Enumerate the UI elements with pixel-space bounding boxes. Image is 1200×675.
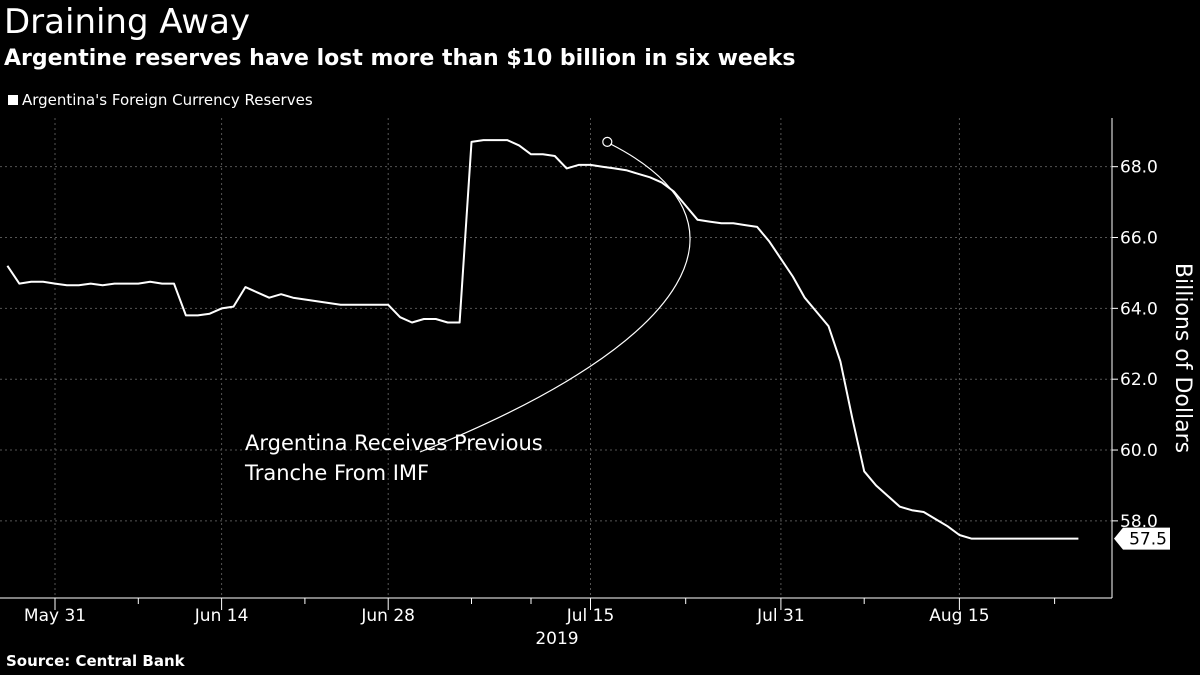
legend: Argentina's Foreign Currency Reserves xyxy=(8,91,313,109)
x-tick-label: Aug 15 xyxy=(929,606,989,626)
source-note: Source: Central Bank xyxy=(6,652,185,670)
series-line-reserves xyxy=(6,139,1079,540)
y-tick-label: 60.0 xyxy=(1120,441,1158,461)
annotation-text-line: Tranche From IMF xyxy=(244,461,429,485)
y-tick-label: 66.0 xyxy=(1120,229,1158,249)
annotation-layer: Argentina Receives Previous Tranche From … xyxy=(244,136,691,485)
y-tick-label: 68.0 xyxy=(1120,158,1158,178)
x-tick-label: Jun 28 xyxy=(360,606,415,626)
x-year-label: 2019 xyxy=(535,629,578,649)
last-value-callout xyxy=(1114,527,1170,550)
chart-subtitle: Argentine reserves have lost more than $… xyxy=(4,46,796,71)
annotation-text-line: Argentina Receives Previous xyxy=(245,431,543,455)
y-axis-label: Billions of Dollars xyxy=(1170,263,1195,453)
x-tick-label: Jul 15 xyxy=(566,606,615,626)
annotation-leader xyxy=(419,143,691,453)
annotation-marker xyxy=(602,136,613,147)
series-layer xyxy=(6,139,1079,540)
chart-title: Draining Away xyxy=(4,2,251,42)
legend-label: Argentina's Foreign Currency Reserves xyxy=(22,91,313,109)
axis-layer: 58.0 60.0 62.0 64.0 66.0 68.0 May 31 Jun 14 Jun … xyxy=(0,118,1170,626)
grid-layer xyxy=(0,118,1112,598)
legend-swatch xyxy=(8,95,18,105)
x-tick-label: Jul 31 xyxy=(756,606,805,626)
last-value-label: 57.5 xyxy=(1129,530,1167,550)
x-tick-label: Jun 14 xyxy=(194,606,249,626)
y-tick-label: 62.0 xyxy=(1120,370,1158,390)
y-tick-label: 64.0 xyxy=(1120,299,1158,319)
x-tick-label: May 31 xyxy=(24,606,86,626)
y-tick-label: 58.0 xyxy=(1120,512,1158,532)
